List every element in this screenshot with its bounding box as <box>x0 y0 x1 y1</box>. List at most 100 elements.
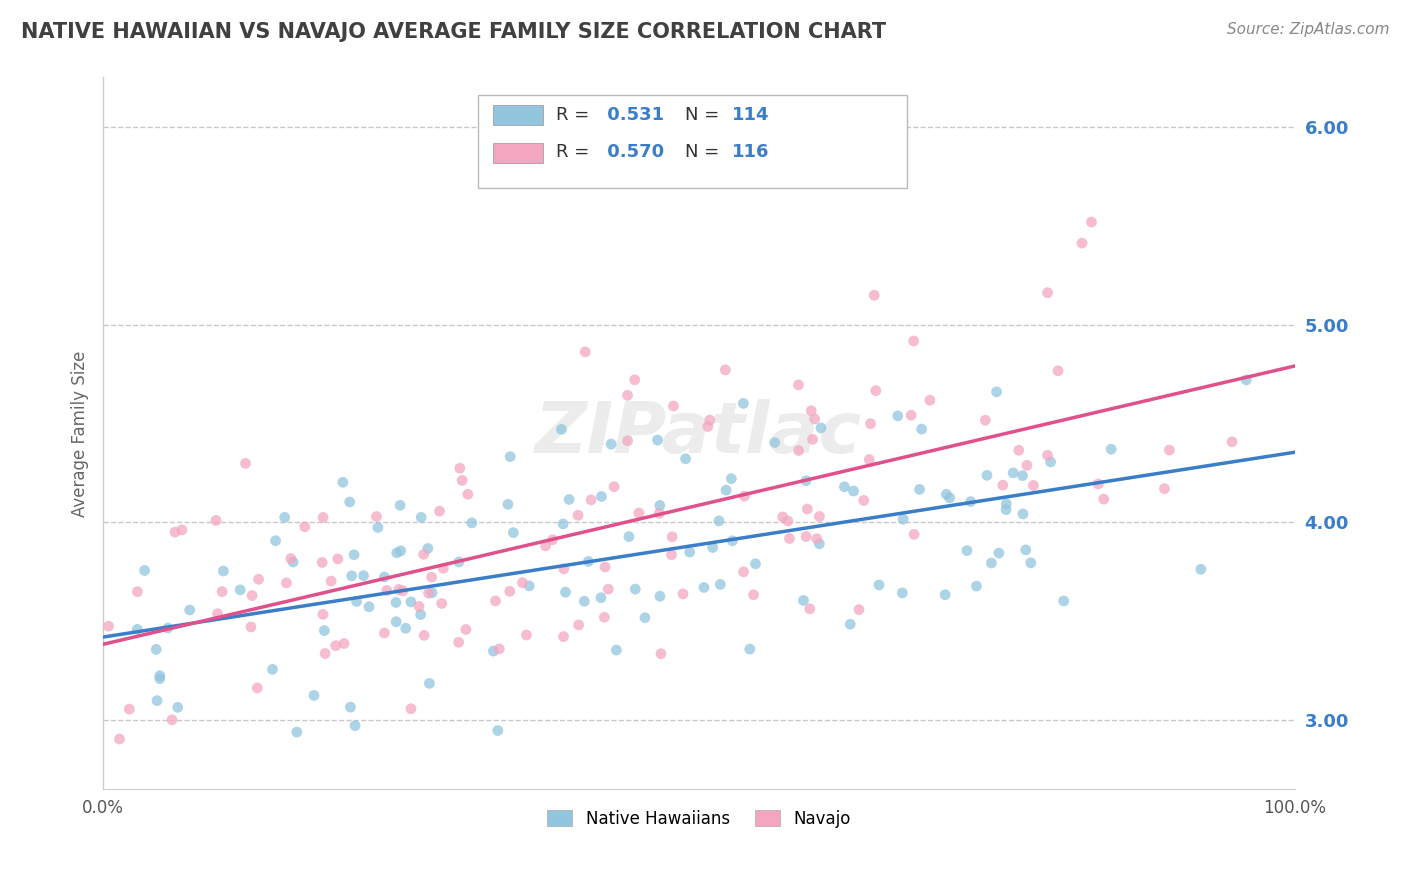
Point <box>312 510 335 524</box>
Point <box>454 623 477 637</box>
Point <box>339 700 361 714</box>
Point <box>314 647 336 661</box>
Point <box>160 713 183 727</box>
Point <box>115 790 138 805</box>
Point <box>395 621 418 635</box>
Point <box>796 502 818 516</box>
Point <box>648 506 671 520</box>
Point <box>554 585 576 599</box>
Point <box>744 557 766 571</box>
Point <box>343 548 366 562</box>
Point <box>235 456 257 470</box>
Point <box>987 546 1010 560</box>
Point <box>276 575 298 590</box>
Point <box>389 499 412 513</box>
Point <box>353 568 375 582</box>
Text: R =: R = <box>555 144 595 161</box>
Point <box>733 396 755 410</box>
Point <box>207 607 229 621</box>
Point <box>240 589 263 603</box>
Point <box>541 533 564 547</box>
Text: 0.531: 0.531 <box>602 106 665 124</box>
Point <box>714 483 737 498</box>
Point <box>146 693 169 707</box>
Point <box>891 512 914 526</box>
Point <box>418 586 440 600</box>
Point <box>392 583 415 598</box>
Point <box>1008 443 1031 458</box>
Point <box>579 492 602 507</box>
Point <box>339 495 361 509</box>
Point <box>389 544 412 558</box>
Point <box>145 642 167 657</box>
Point <box>859 417 882 431</box>
Point <box>662 399 685 413</box>
Point <box>515 628 537 642</box>
Point <box>373 626 395 640</box>
Point <box>661 530 683 544</box>
Point <box>280 551 302 566</box>
Point <box>574 344 596 359</box>
Point <box>127 623 149 637</box>
Point <box>1053 594 1076 608</box>
Point <box>966 579 988 593</box>
Point <box>170 523 193 537</box>
Point <box>693 581 716 595</box>
Point <box>205 513 228 527</box>
Point <box>935 487 957 501</box>
Point <box>553 562 575 576</box>
Point <box>995 502 1018 516</box>
Point <box>357 599 380 614</box>
Point <box>842 483 865 498</box>
Point <box>429 504 451 518</box>
Point <box>517 579 540 593</box>
Point <box>553 516 575 531</box>
Point <box>285 725 308 739</box>
Text: 0.570: 0.570 <box>602 144 665 161</box>
Point <box>502 525 524 540</box>
Point <box>484 594 506 608</box>
Text: ZIPatlас: ZIPatlас <box>536 399 862 467</box>
Point <box>558 492 581 507</box>
Point <box>616 434 638 448</box>
Point <box>294 519 316 533</box>
Point <box>593 610 616 624</box>
Point <box>986 384 1008 399</box>
Point <box>1036 448 1059 462</box>
Point <box>763 435 786 450</box>
Point <box>810 421 832 435</box>
Point <box>1012 507 1035 521</box>
Point <box>412 548 434 562</box>
Point <box>848 602 870 616</box>
FancyBboxPatch shape <box>492 143 543 163</box>
Point <box>787 377 810 392</box>
Text: N =: N = <box>685 106 724 124</box>
Point <box>488 642 510 657</box>
Y-axis label: Average Family Size: Average Family Size <box>72 351 89 516</box>
Point <box>496 497 519 511</box>
Point <box>108 731 131 746</box>
Point <box>457 487 479 501</box>
Point <box>430 597 453 611</box>
Point <box>568 618 591 632</box>
Point <box>918 393 941 408</box>
Point <box>900 408 922 422</box>
Point <box>1087 477 1109 491</box>
Point <box>839 617 862 632</box>
Point <box>344 718 367 732</box>
Point <box>499 450 522 464</box>
Point <box>447 555 470 569</box>
Point <box>375 583 398 598</box>
Point <box>482 644 505 658</box>
Point <box>1099 442 1122 457</box>
Point <box>385 595 408 609</box>
Point <box>800 404 823 418</box>
Point <box>806 532 828 546</box>
Point <box>499 584 522 599</box>
Point <box>707 514 730 528</box>
Point <box>980 556 1002 570</box>
Point <box>995 497 1018 511</box>
Point <box>865 384 887 398</box>
Point <box>332 475 354 490</box>
Text: R =: R = <box>555 106 595 124</box>
